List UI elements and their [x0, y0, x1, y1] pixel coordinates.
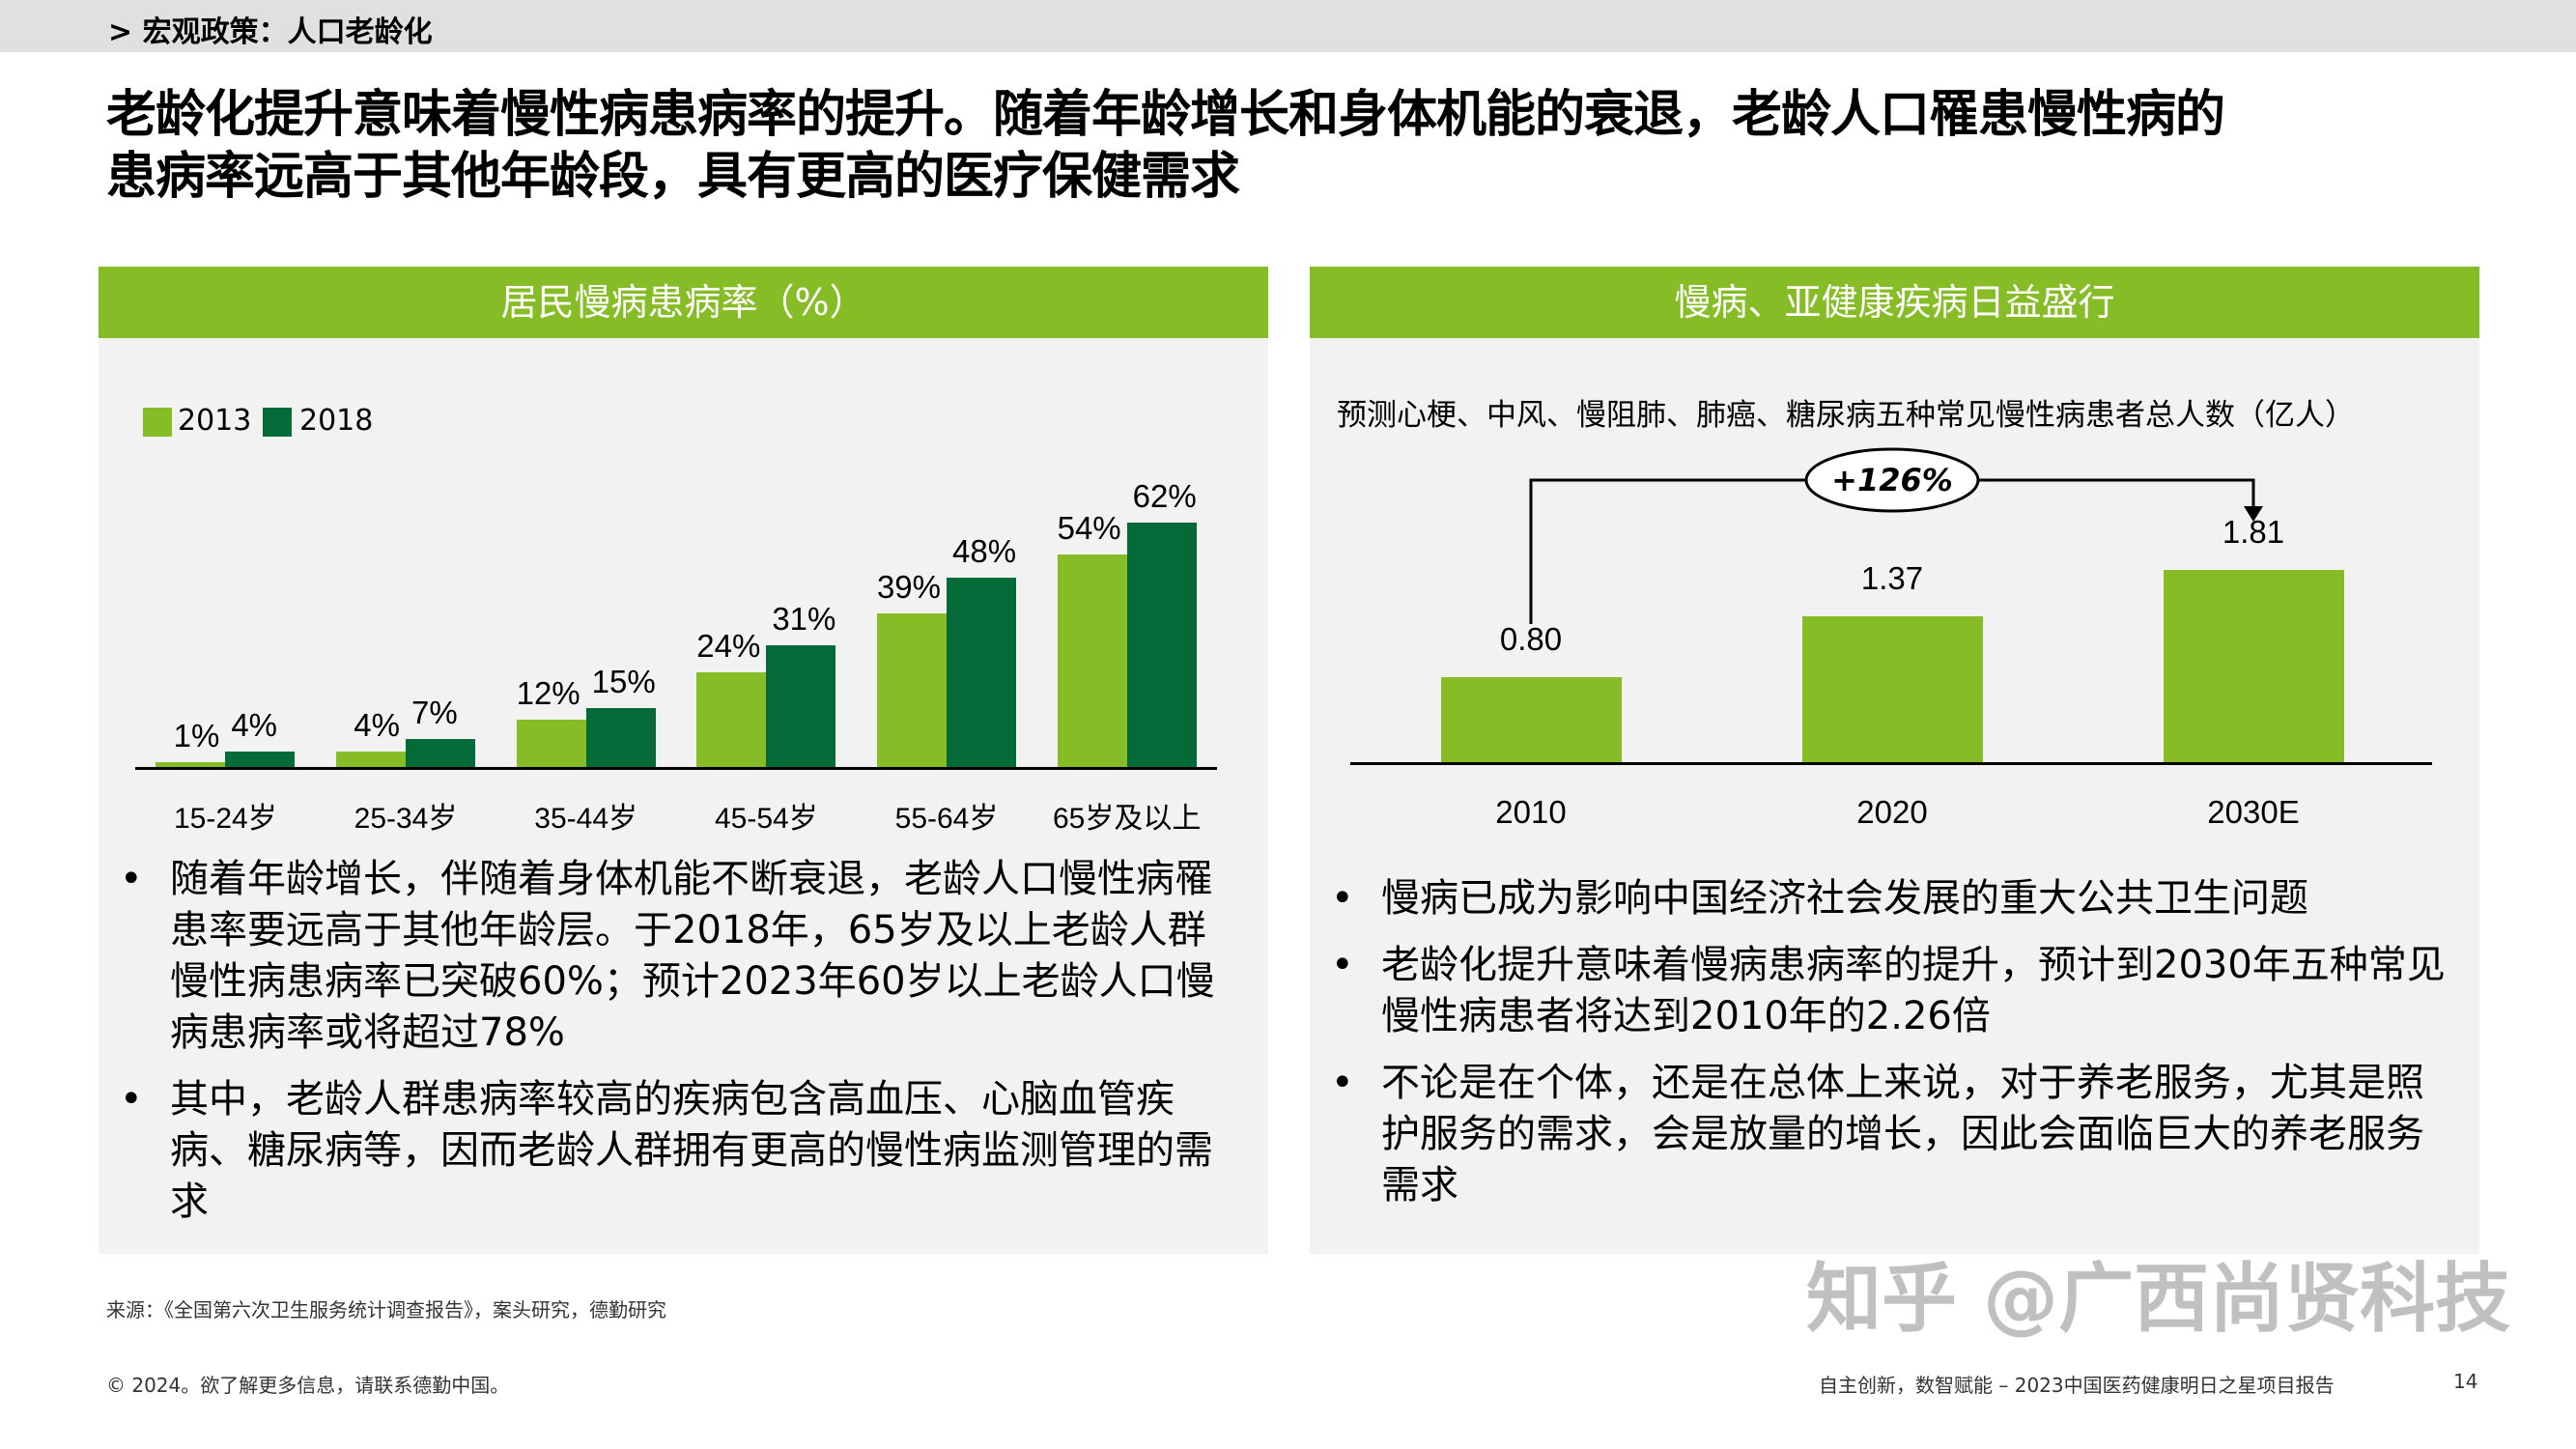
bar-2013	[1057, 554, 1127, 767]
report-name: 自主创新，数智赋能 – 2023中国医药健康明日之星项目报告	[1819, 1374, 2335, 1397]
left-bullets: 随着年龄增长，伴随着身体机能不断衰退，老龄人口慢性病罹患率要远高于其他年龄层。于…	[99, 854, 1238, 1243]
bullet: 其中，老龄人群患病率较高的疾病包含高血压、心脑血管疾病、糖尿病等，因而老龄人群拥…	[99, 1074, 1238, 1228]
legend-swatch-2018	[263, 408, 292, 437]
x-tick-label: 25-34岁	[354, 803, 458, 835]
watermark: 知乎 @广西尚贤科技	[1806, 1256, 2511, 1343]
bar-2018	[1126, 523, 1197, 767]
bar-2018	[406, 739, 475, 767]
data-label-2013: 4%	[354, 706, 400, 743]
data-label-2013: 39%	[876, 568, 941, 605]
page-title-line-1: 老龄化提升意味着慢性病患病率的提升。随着年龄增长和身体机能的衰退，老龄人口罹患慢…	[106, 86, 2225, 144]
bar-2013	[877, 612, 947, 767]
chart-subtitle: 预测心梗、中风、慢阻肺、肺癌、糖尿病五种常见慢性病患者总人数（亿人）	[1337, 398, 2355, 433]
arrow-down-icon	[2244, 506, 2263, 522]
data-label-2018: 31%	[772, 600, 836, 637]
bullet: 老龄化提升意味着慢病患病率的提升，预计到2030年五种常见慢性病患者将达到201…	[1310, 940, 2449, 1042]
legend-label-2018: 2018	[299, 404, 374, 438]
growth-annotation	[1529, 447, 2263, 624]
data-label-2018: 48%	[952, 533, 1017, 570]
data-label-2018: 15%	[591, 663, 656, 699]
data-label-2013: 54%	[1057, 509, 1121, 546]
legend-label-2013: 2013	[178, 404, 252, 438]
bar	[1440, 677, 1622, 762]
bar-2018	[225, 751, 296, 767]
source-note: 来源：《全国第六次卫生服务统计调查报告》，案头研究，德勤研究	[106, 1298, 666, 1321]
page-number: 14	[2453, 1370, 2478, 1393]
data-label-2013: 24%	[696, 628, 761, 665]
bar	[2163, 569, 2344, 762]
x-tick-label: 2010	[1495, 794, 1567, 830]
growth-label: +126%	[1831, 462, 1953, 498]
bullet: 慢病已成为影响中国经济社会发展的重大公共卫生问题	[1310, 873, 2449, 924]
x-tick-label: 2030E	[2207, 794, 2300, 830]
data-label-2018: 62%	[1132, 478, 1197, 515]
data-label-2018: 4%	[231, 706, 278, 743]
right-panel-header: 慢病、亚健康疾病日益盛行	[1310, 267, 2479, 338]
x-tick-label: 35-44岁	[534, 803, 638, 835]
data-label-2018: 7%	[411, 695, 458, 731]
bar-2013	[516, 720, 586, 767]
top-bar	[0, 0, 2576, 52]
x-axis-line	[135, 767, 1217, 770]
growth-ellipse	[1804, 447, 1980, 513]
data-label: 0.80	[1499, 621, 1563, 657]
bar-2018	[585, 707, 656, 767]
page-title-line-2: 患病率远高于其他年龄段，具有更高的医疗保健需求	[106, 148, 1240, 206]
x-tick-label: 65岁及以上	[1052, 803, 1202, 835]
bar-2013	[696, 672, 767, 767]
bar-2013	[336, 751, 406, 767]
bar-2018	[766, 644, 836, 767]
x-axis-line	[1350, 762, 2432, 765]
x-tick-label: 45-54岁	[714, 803, 818, 835]
left-panel-header: 居民慢病患病率（%）	[99, 267, 1268, 338]
x-tick-label: 55-64岁	[894, 803, 999, 835]
x-tick-label: 2020	[1856, 794, 1928, 830]
legend-swatch-2013	[143, 408, 172, 437]
data-label-2013: 1%	[173, 718, 220, 753]
bar	[1801, 616, 1983, 762]
x-tick-label: 15-24岁	[173, 803, 277, 835]
breadcrumb: > 宏观政策：人口老龄化	[108, 15, 433, 49]
bullet: 不论是在个体，还是在总体上来说，对于养老服务，尤其是照护服务的需求，会是放量的增…	[1310, 1058, 2449, 1211]
data-label-2013: 12%	[516, 675, 580, 712]
bar-2018	[947, 578, 1016, 767]
data-label: 1.81	[2222, 513, 2285, 550]
copyright: © 2024。欲了解更多信息，请联系德勤中国。	[106, 1374, 510, 1397]
bullet: 随着年龄增长，伴随着身体机能不断衰退，老龄人口慢性病罹患率要远高于其他年龄层。于…	[99, 854, 1238, 1059]
bar-2013	[156, 762, 226, 767]
right-bullets: 慢病已成为影响中国经济社会发展的重大公共卫生问题 老龄化提升意味着慢病患病率的提…	[1310, 873, 2449, 1227]
data-label: 1.37	[1860, 560, 1924, 597]
